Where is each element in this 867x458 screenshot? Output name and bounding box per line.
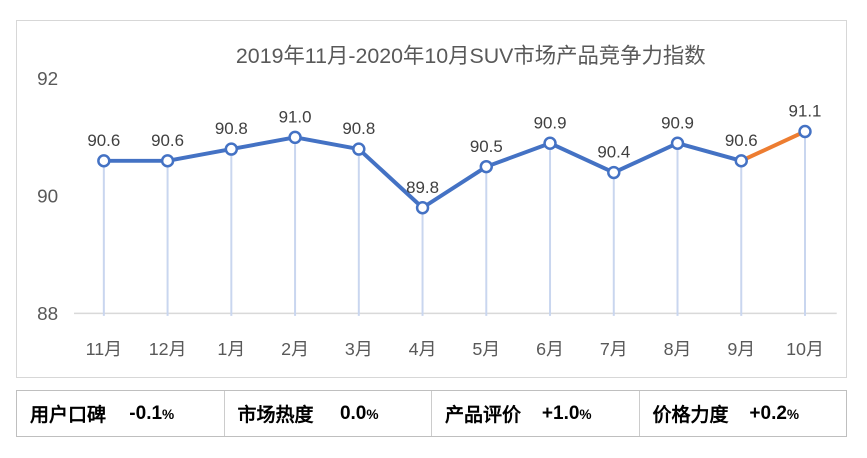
line-segment	[420, 164, 489, 210]
x-axis-label: 7月	[600, 339, 628, 359]
line-segment	[611, 141, 680, 175]
data-point-label: 90.4	[597, 143, 630, 162]
data-point-marker	[160, 154, 175, 168]
x-axis-label: 12月	[149, 339, 187, 359]
stat-label: 产品评价	[445, 405, 522, 426]
line-segment	[548, 141, 616, 175]
data-point-marker	[798, 124, 812, 139]
stat-value: +1.0%	[541, 402, 592, 424]
line-segment	[229, 135, 298, 152]
data-point-marker	[288, 130, 302, 145]
data-point-label: 91.1	[789, 102, 822, 121]
data-point-marker	[224, 142, 239, 156]
line-segment	[675, 141, 744, 163]
stat-label: 用户口碑	[30, 405, 107, 426]
percent-sign: %	[366, 406, 379, 422]
data-point-marker	[670, 136, 685, 150]
x-axis-label: 11月	[86, 339, 122, 359]
data-point-label: 91.0	[279, 107, 312, 126]
data-point-label: 90.6	[151, 131, 184, 150]
y-axis-label: 88	[37, 304, 58, 325]
x-axis-label: 2月	[281, 339, 309, 359]
data-point-label: 90.9	[661, 113, 694, 132]
stat-cell-user-reputation: 用户口碑 -0.1%	[17, 391, 225, 436]
x-axis-label: 3月	[345, 339, 373, 359]
data-point-label: 90.8	[215, 119, 248, 138]
x-axis-label: 1月	[217, 339, 245, 359]
data-point-label: 90.6	[87, 131, 120, 150]
data-point-marker	[97, 154, 111, 168]
data-point-label: 90.9	[534, 113, 567, 132]
data-point-label: 90.8	[342, 119, 375, 138]
stat-cell-market-heat: 市场热度 0.0%	[225, 391, 432, 436]
line-chart-canvas: 2019年11月-2020年10月SUV市场产品竞争力指数 88 90 92 11月 12…	[37, 44, 837, 359]
stat-cell-product-rating: 产品评价 +1.0%	[432, 391, 640, 436]
percent-sign: %	[579, 406, 592, 422]
data-point-marker	[543, 136, 557, 150]
line-segment	[165, 147, 234, 163]
data-point-marker	[607, 165, 621, 180]
y-axis-label: 90	[37, 186, 58, 207]
percent-sign: %	[786, 406, 800, 422]
stat-cell-price-strength: 价格力度 +0.2%	[640, 391, 847, 436]
x-axis-label: 6月	[536, 339, 564, 359]
percent-sign: %	[162, 406, 175, 422]
x-axis-label: 5月	[472, 339, 500, 359]
stat-label: 市场热度	[237, 405, 314, 426]
stat-value: 0.0%	[339, 402, 379, 424]
x-axis-label: 8月	[664, 339, 692, 359]
stat-label: 价格力度	[652, 405, 729, 426]
stat-value: +0.2%	[749, 402, 800, 424]
data-point-label: 89.8	[406, 178, 439, 197]
line-segment	[293, 135, 361, 152]
data-point-marker	[479, 159, 494, 174]
y-axis-label: 92	[37, 69, 58, 90]
x-axis-label: 9月	[727, 339, 755, 359]
line-segment	[356, 147, 425, 210]
stat-value: -0.1%	[129, 402, 175, 424]
data-point-marker	[352, 142, 366, 156]
data-point-label: 90.5	[470, 137, 503, 156]
data-point-label: 90.6	[725, 131, 758, 150]
line-segment	[484, 141, 553, 169]
chart-title: 2019年11月-2020年10月SUV市场产品竞争力指数	[236, 44, 706, 68]
stats-bar: 用户口碑 -0.1% 市场热度 0.0% 产品评价 +1.0% 价格力度 +0.…	[16, 390, 847, 437]
x-axis-label: 10月	[786, 339, 824, 359]
data-point-marker	[415, 201, 430, 215]
x-axis-label: 4月	[409, 339, 437, 359]
line-segment	[739, 129, 807, 163]
competitiveness-index-chart: 2019年11月-2020年10月SUV市场产品竞争力指数 88 90 92 11月 12…	[16, 20, 847, 378]
data-point-marker	[734, 154, 748, 168]
